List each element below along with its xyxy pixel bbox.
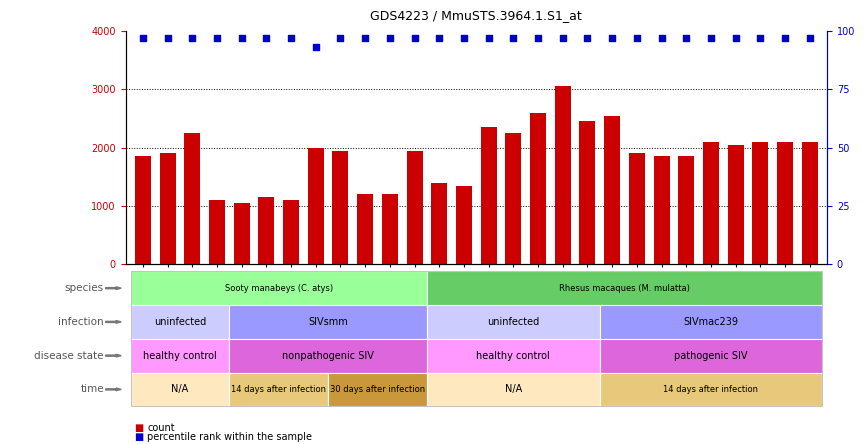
Text: species: species — [65, 283, 104, 293]
Bar — [406, 151, 423, 264]
Bar — [159, 154, 176, 264]
Text: pathogenic SIV: pathogenic SIV — [675, 351, 747, 361]
Text: SIVmac239: SIVmac239 — [683, 317, 739, 327]
Bar — [506, 133, 521, 264]
Point — [408, 35, 422, 42]
Point — [753, 35, 767, 42]
Text: N/A: N/A — [505, 385, 522, 394]
Text: 14 days after infection: 14 days after infection — [231, 385, 326, 394]
Point — [556, 35, 570, 42]
Bar — [579, 121, 596, 264]
Bar — [629, 154, 645, 264]
Bar — [184, 133, 200, 264]
Point — [679, 35, 693, 42]
Point — [481, 35, 495, 42]
Bar — [753, 142, 768, 264]
Bar — [333, 151, 348, 264]
Text: count: count — [147, 424, 175, 433]
Point — [383, 35, 397, 42]
Text: nonpathogenic SIV: nonpathogenic SIV — [282, 351, 374, 361]
Bar — [307, 148, 324, 264]
Text: 30 days after infection: 30 days after infection — [330, 385, 425, 394]
Bar — [431, 182, 447, 264]
Text: ■: ■ — [134, 424, 144, 433]
Bar — [703, 142, 719, 264]
Bar — [258, 197, 275, 264]
Point — [309, 44, 323, 51]
Text: Rhesus macaques (M. mulatta): Rhesus macaques (M. mulatta) — [559, 284, 690, 293]
Point — [531, 35, 545, 42]
Bar — [727, 145, 744, 264]
Bar — [234, 203, 249, 264]
Point — [284, 35, 298, 42]
Bar — [382, 194, 397, 264]
Text: GDS4223 / MmuSTS.3964.1.S1_at: GDS4223 / MmuSTS.3964.1.S1_at — [371, 9, 582, 22]
Point — [704, 35, 718, 42]
Text: ■: ■ — [134, 432, 144, 442]
Point — [432, 35, 446, 42]
Bar — [209, 200, 225, 264]
Point — [779, 35, 792, 42]
Point — [605, 35, 619, 42]
Point — [803, 35, 817, 42]
Text: uninfected: uninfected — [488, 317, 540, 327]
Text: Sooty manabeys (C. atys): Sooty manabeys (C. atys) — [224, 284, 333, 293]
Text: percentile rank within the sample: percentile rank within the sample — [147, 432, 313, 442]
Point — [235, 35, 249, 42]
Text: N/A: N/A — [171, 385, 189, 394]
Point — [728, 35, 742, 42]
Text: healthy control: healthy control — [476, 351, 550, 361]
Bar — [604, 115, 620, 264]
Bar — [135, 156, 151, 264]
Bar — [481, 127, 497, 264]
Bar — [678, 156, 695, 264]
Text: SIVsmm: SIVsmm — [308, 317, 348, 327]
Point — [630, 35, 643, 42]
Point — [507, 35, 520, 42]
Text: healthy control: healthy control — [143, 351, 216, 361]
Point — [333, 35, 347, 42]
Text: uninfected: uninfected — [154, 317, 206, 327]
Point — [457, 35, 471, 42]
Text: 14 days after infection: 14 days after infection — [663, 385, 759, 394]
Text: time: time — [81, 385, 104, 394]
Text: disease state: disease state — [35, 351, 104, 361]
Bar — [777, 142, 793, 264]
Bar — [654, 156, 669, 264]
Bar — [283, 200, 299, 264]
Point — [210, 35, 224, 42]
Bar — [530, 113, 546, 264]
Point — [160, 35, 174, 42]
Point — [655, 35, 669, 42]
Text: infection: infection — [58, 317, 104, 327]
Point — [359, 35, 372, 42]
Point — [185, 35, 199, 42]
Bar — [456, 186, 472, 264]
Bar — [555, 87, 571, 264]
Point — [580, 35, 594, 42]
Bar — [802, 142, 818, 264]
Point — [260, 35, 274, 42]
Point — [136, 35, 150, 42]
Bar — [357, 194, 373, 264]
